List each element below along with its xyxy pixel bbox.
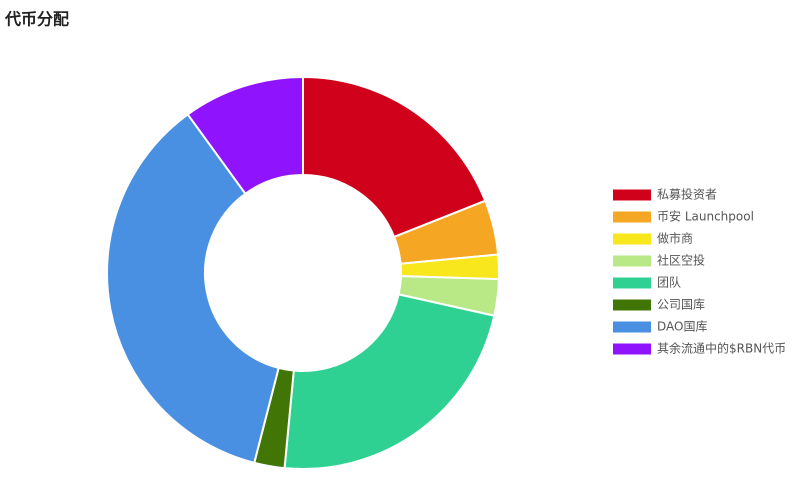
legend-swatch: [613, 189, 651, 201]
slice: [302, 75, 487, 239]
legend-swatch: [613, 255, 651, 267]
slice: [283, 293, 496, 470]
legend-label: DAO国库: [657, 319, 707, 334]
legend-label: 其余流通中的$RBN代币: [657, 341, 786, 356]
legend-swatch: [613, 321, 651, 333]
chart-title: 代币分配: [4, 10, 69, 29]
legend-label: 做市商: [657, 231, 693, 246]
legend-swatch: [613, 233, 651, 245]
legend-swatch: [613, 299, 651, 311]
legend-label: 公司国库: [657, 297, 705, 312]
slice: [186, 75, 304, 196]
legend-swatch: [613, 343, 651, 355]
legend-label: 团队: [657, 275, 681, 290]
legend-swatch: [613, 211, 651, 223]
slice: [106, 113, 280, 465]
legend-swatch: [613, 277, 651, 289]
legend-label: 私募投资者: [657, 187, 717, 202]
legend-label: 社区空投: [657, 253, 705, 268]
legend-label: 币安 Launchpool: [657, 209, 754, 224]
